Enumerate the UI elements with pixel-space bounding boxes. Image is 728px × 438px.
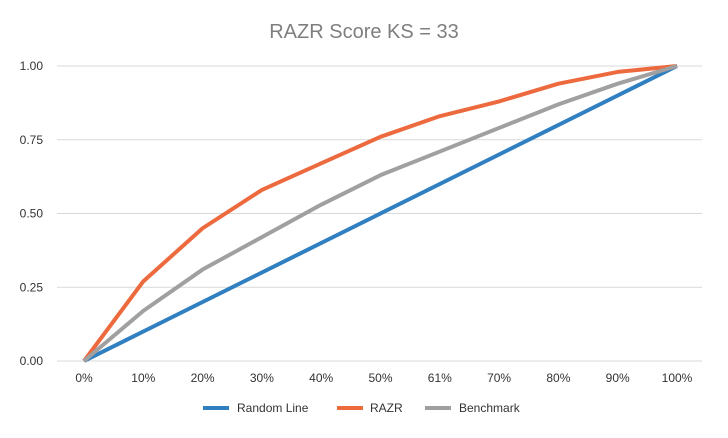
chart-title: RAZR Score KS = 33 [269,21,459,43]
x-tick-label: 70% [487,371,511,385]
y-tick-label: 0.75 [20,133,44,147]
x-tick-label: 0% [75,371,93,385]
x-tick-label: 61% [428,371,452,385]
x-tick-label: 30% [250,371,274,385]
series-line-random-line [83,64,678,363]
y-tick-label: 0.25 [20,280,44,294]
x-tick-label: 40% [309,371,333,385]
legend-label: RAZR [370,401,403,415]
series-line-razr [82,64,678,363]
series-line-benchmark [82,64,678,363]
x-tick-label: 20% [191,371,215,385]
x-tick-label: 90% [606,371,630,385]
y-tick-label: 0.00 [20,354,44,368]
x-tick-label: 10% [131,371,155,385]
x-axis-ticks: 0% 10% 20% 30% 40% 50% 61% 70% 80% 90% 100% [75,371,692,385]
x-tick-label: 100% [662,371,693,385]
x-tick-label: 80% [546,371,570,385]
y-tick-label: 1.00 [20,59,44,73]
y-tick-label: 0.50 [20,207,44,221]
x-tick-label: 50% [368,371,392,385]
legend-label: Benchmark [459,401,521,415]
legend: Random Line RAZR Benchmark [203,401,521,415]
y-axis-ticks: 0.00 0.25 0.50 0.75 1.00 [20,59,44,368]
legend-label: Random Line [237,401,309,415]
series-layer [82,64,678,363]
